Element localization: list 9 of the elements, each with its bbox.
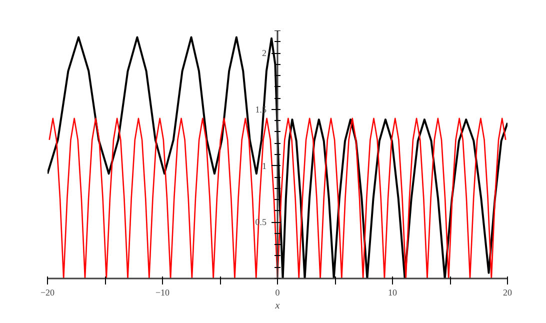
y-tick-label: 2 [262,48,266,58]
x-tick-label: 10 [388,288,398,298]
x-tick-label: 0 [275,288,280,298]
x-tick-label: 20 [503,288,512,298]
y-tick-label: 1 [262,160,266,171]
x-axis-title: x [274,300,280,312]
x-tick-label: −10 [155,288,170,298]
line-series [48,118,506,278]
x-tick-label: −20 [40,288,56,298]
